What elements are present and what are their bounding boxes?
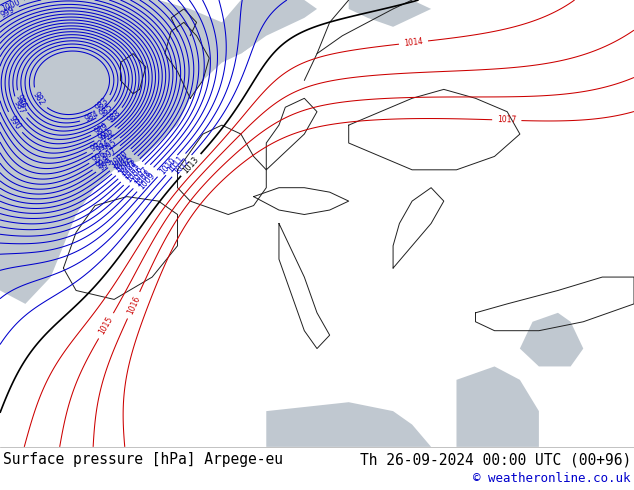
Text: 1016: 1016 xyxy=(126,294,141,316)
Text: 999: 999 xyxy=(98,157,115,173)
Text: 1005: 1005 xyxy=(122,162,141,182)
Text: 1014: 1014 xyxy=(403,37,424,48)
Text: 1015: 1015 xyxy=(97,315,115,337)
Text: 985: 985 xyxy=(98,102,115,119)
Polygon shape xyxy=(222,0,317,53)
Text: 1001: 1001 xyxy=(111,152,131,171)
Text: 995: 995 xyxy=(101,138,119,153)
Text: 1000: 1000 xyxy=(109,149,130,168)
Text: 994: 994 xyxy=(94,139,112,154)
Text: 999: 999 xyxy=(0,4,16,20)
Text: 1009: 1009 xyxy=(137,171,157,191)
Polygon shape xyxy=(456,367,539,447)
Text: 993: 993 xyxy=(89,139,106,154)
Text: 986: 986 xyxy=(14,94,29,110)
Text: 996: 996 xyxy=(91,149,108,165)
Text: 992: 992 xyxy=(100,128,117,144)
Text: 1010: 1010 xyxy=(158,156,178,176)
Text: 990: 990 xyxy=(7,114,23,131)
Text: 988: 988 xyxy=(105,108,122,125)
Text: 1002: 1002 xyxy=(113,155,133,174)
Text: 997: 997 xyxy=(101,146,119,161)
Text: 1011: 1011 xyxy=(166,154,186,174)
Polygon shape xyxy=(520,313,583,367)
Text: 1013: 1013 xyxy=(181,155,200,175)
Text: Surface pressure [hPa] Arpege-eu: Surface pressure [hPa] Arpege-eu xyxy=(3,452,283,467)
Text: 1000: 1000 xyxy=(0,0,22,14)
Text: 989: 989 xyxy=(93,122,110,137)
Text: 1008: 1008 xyxy=(134,168,153,188)
Text: 1012: 1012 xyxy=(172,156,191,176)
Text: 987: 987 xyxy=(12,99,27,116)
Text: 1007: 1007 xyxy=(130,165,150,185)
Text: 1003: 1003 xyxy=(117,156,137,176)
Polygon shape xyxy=(349,0,431,27)
Text: 982: 982 xyxy=(31,90,46,107)
Text: 1017: 1017 xyxy=(497,116,517,125)
Text: 983: 983 xyxy=(94,97,111,113)
Text: 1006: 1006 xyxy=(124,165,145,185)
Text: © weatheronline.co.uk: © weatheronline.co.uk xyxy=(474,472,631,485)
Polygon shape xyxy=(0,0,254,304)
Text: 998: 998 xyxy=(94,155,111,171)
Text: 1004: 1004 xyxy=(119,159,139,179)
Text: 984: 984 xyxy=(83,109,100,124)
Polygon shape xyxy=(266,402,431,447)
Text: 991: 991 xyxy=(96,127,113,142)
Text: Th 26-09-2024 00:00 UTC (00+96): Th 26-09-2024 00:00 UTC (00+96) xyxy=(359,452,631,467)
